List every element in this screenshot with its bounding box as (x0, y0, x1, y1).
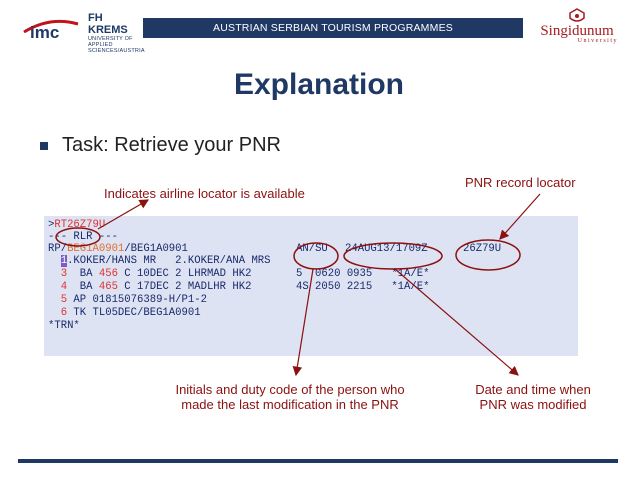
header-banner-text: AUSTRIAN SERBIAN TOURISM PROGRAMMES (213, 22, 453, 34)
fh-krems-sub2: SCIENCES/AUSTRIA (88, 48, 145, 54)
agent-circle (293, 242, 339, 270)
datetime-note: Date and time when PNR was modified (458, 382, 608, 412)
pnr-ap-line: 5 AP 01815076389-H/P1-2 (48, 294, 207, 306)
initials-note-line2: made the last modification in the PNR (181, 397, 399, 412)
datetime-circle (343, 242, 443, 270)
pnr-datetime: 24AUG13/1709Z (345, 243, 428, 255)
pnr-command: RT26Z79U (54, 219, 106, 231)
header-banner: AUSTRIAN SERBIAN TOURISM PROGRAMMES (143, 18, 523, 38)
fh-krems-title: FH KREMS (88, 12, 128, 36)
task-bullet-text: Task: Retrieve your PNR (62, 134, 281, 156)
pnr-tk-line: 6 TK TL05DEC/BEG1A0901 (48, 307, 201, 319)
singidunum-crest-icon (567, 8, 587, 24)
datetime-note-line1: Date and time when (475, 382, 591, 397)
pnr-name-index: 1 (60, 255, 68, 267)
datetime-arrow (394, 268, 519, 376)
singidunum-logo: Singidunum University (532, 8, 622, 48)
singidunum-name: Singidunum (540, 23, 614, 39)
locator-circle (455, 239, 521, 271)
initials-note: Initials and duty code of the person who… (158, 382, 422, 412)
imc-logo-text: imc (30, 23, 59, 42)
pnr-record-locator: 26Z79U (463, 243, 502, 255)
fh-krems-logo: FH KREMS UNIVERSITY OF APPLIED SCIENCES/… (88, 12, 144, 54)
datetime-note-line2: PNR was modified (479, 397, 587, 412)
fh-krems-sub1: UNIVERSITY OF APPLIED (88, 36, 133, 48)
rlr-arrow (97, 199, 150, 230)
pnr-segment-4: 4 BA 465 C 17DEC 2 MADLHR HK2 4S 2050 22… (48, 281, 430, 293)
bullet-square-icon (40, 141, 48, 150)
footer-line (18, 459, 618, 463)
imc-logo: imc (20, 12, 82, 42)
initials-note-line1: Initials and duty code of the person who (175, 382, 405, 397)
pnr-locator-note: PNR record locator (465, 175, 576, 190)
pnr-names-line: 1.KOKER/HANS MR 2.KOKER/ANA MRS (60, 255, 271, 267)
locator-arrow (499, 193, 541, 240)
agent-arrow (292, 268, 314, 377)
singidunum-sub: University (577, 38, 618, 44)
airline-locator-note: Indicates airline locator is available (104, 186, 305, 201)
task-bullet: Task: Retrieve your PNR (40, 134, 281, 157)
pnr-trn-line: *TRN* (48, 320, 80, 332)
rlr-circle (55, 227, 101, 247)
pnr-segment-3: 3 BA 456 C 10DEC 2 LHRMAD HK2 5 0620 093… (48, 268, 430, 280)
imc-swoosh-icon (23, 19, 79, 34)
slide-title: Explanation (233, 68, 405, 101)
pnr-command-line: >RT26Z79U (48, 219, 106, 231)
pnr-agent: AN/SU (296, 243, 328, 255)
pnr-rlr-line: --- RLR --- (48, 231, 118, 243)
